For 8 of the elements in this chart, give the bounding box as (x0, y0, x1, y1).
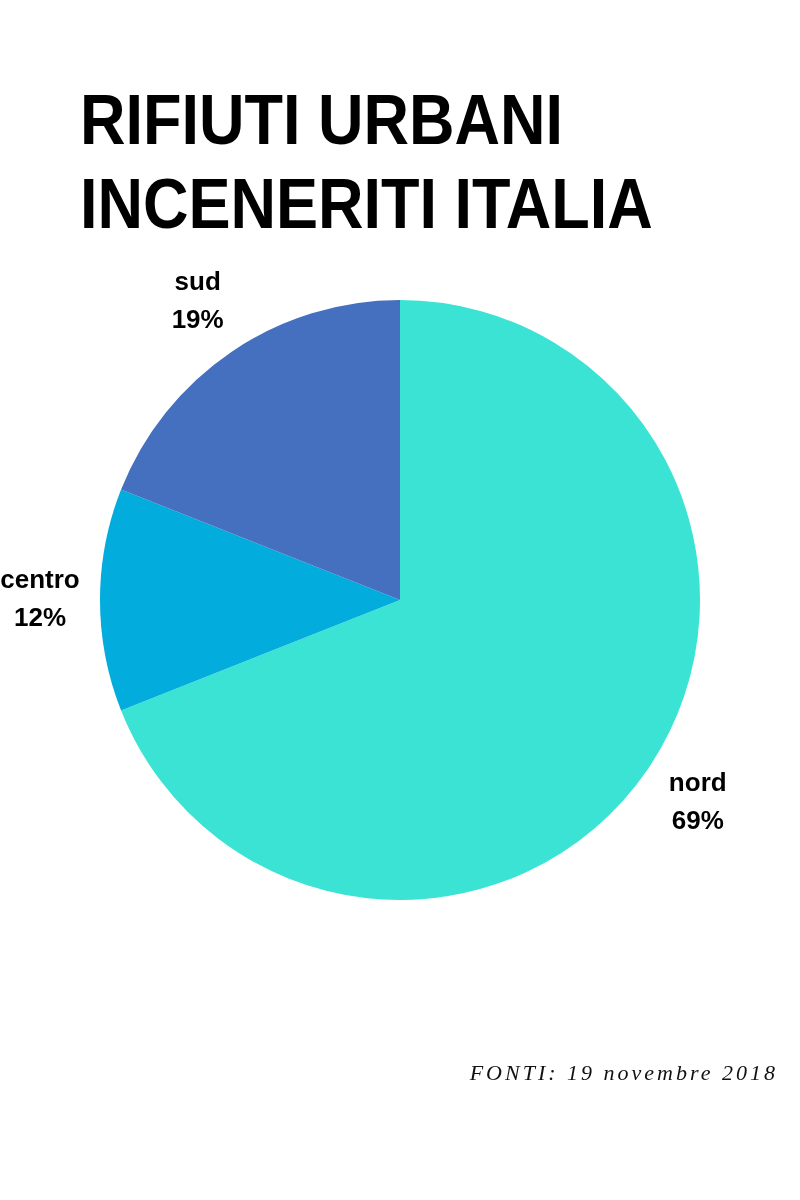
slice-label: sud (174, 266, 221, 297)
slice-label: centro (0, 564, 80, 595)
chart-title: RIFIUTI URBANI INCENERITI ITALIA (80, 80, 653, 245)
data-label: 19% (171, 304, 224, 335)
slice-label: nord (668, 766, 727, 797)
data-label: 69% (671, 804, 724, 835)
data-label: 12% (13, 602, 67, 633)
text: FONTI: 19 novembre 2018 (469, 1060, 778, 1086)
